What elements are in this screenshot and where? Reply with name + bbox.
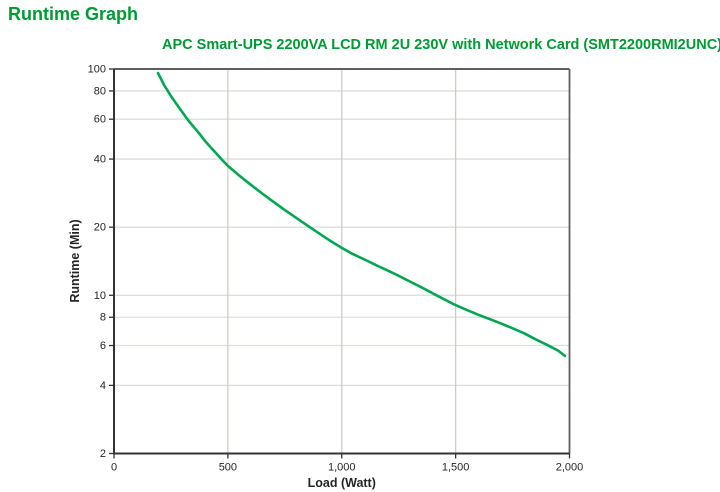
y-tick-label: 60 <box>94 114 106 126</box>
x-tick-label: 1,000 <box>328 462 356 474</box>
page-title: Runtime Graph <box>8 4 139 24</box>
runtime-curve <box>156 71 567 358</box>
y-tick-label: 2 <box>100 448 106 460</box>
x-tick-label: 0 <box>111 462 117 474</box>
y-axis-title: Runtime (Min) <box>68 219 82 302</box>
y-tick-label: 100 <box>88 64 106 76</box>
x-tick-label: 1,500 <box>442 462 470 474</box>
y-tick-label: 8 <box>100 312 106 324</box>
y-tick-label: 80 <box>94 85 106 97</box>
y-tick-label: 10 <box>94 290 106 302</box>
x-tick-label: 2,000 <box>556 462 584 474</box>
y-tick-label: 20 <box>94 222 106 234</box>
chart-subtitle: APC Smart-UPS 2200VA LCD RM 2U 230V with… <box>162 37 720 53</box>
y-tick-label: 6 <box>100 340 106 352</box>
x-tick-label: 500 <box>219 462 237 474</box>
x-axis-title: Load (Watt) <box>308 476 376 490</box>
y-tick-label: 40 <box>94 154 106 166</box>
y-tick-label: 4 <box>100 380 106 392</box>
